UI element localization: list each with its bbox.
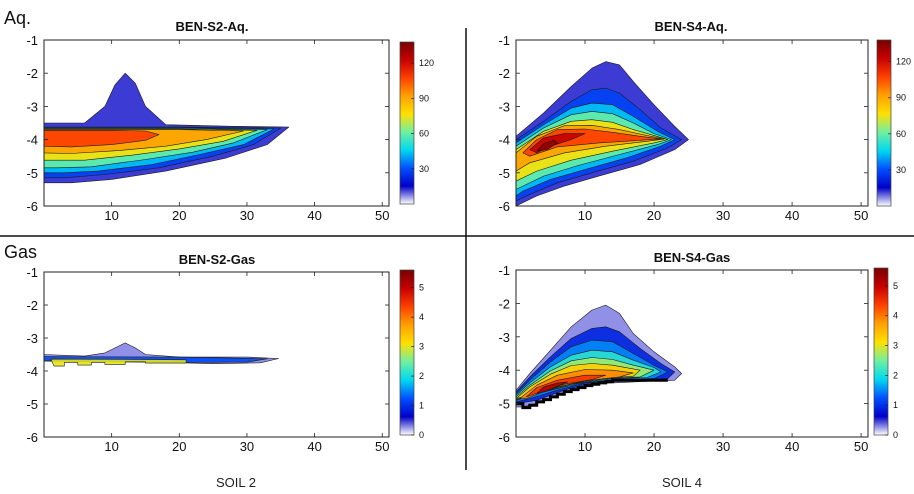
contour-layer — [44, 342, 280, 367]
x-tick-label: 30 — [716, 439, 730, 454]
contour-level-9 — [536, 381, 569, 394]
panel-title: BEN-S2-Aq. — [176, 19, 249, 34]
y-tick-label: -3 — [26, 99, 38, 114]
contour-level-7 — [44, 130, 160, 148]
plot-frame — [43, 271, 390, 438]
contour-level-9 — [536, 140, 558, 152]
y-tick-label: -4 — [498, 133, 510, 148]
row-label-gas: Gas — [4, 242, 37, 262]
y-tick-label: -5 — [26, 397, 38, 412]
chart-panel-2: BEN-S4-Aq. 10 20 30 40 50 -1 -2 -3 -4 -5 -6 30 60 90 12… — [498, 19, 911, 223]
colorbar-tick-label: 0 — [893, 430, 898, 440]
colorbar-tick-label: 1 — [893, 400, 898, 410]
x-tick-label: 40 — [307, 439, 321, 454]
column-label-soil2: SOIL 2 — [216, 475, 256, 490]
x-tick-label: 30 — [240, 208, 254, 223]
quadrant-dividers — [0, 28, 914, 470]
x-tick-label: 50 — [375, 208, 389, 223]
colorbar-tick-label: 90 — [896, 93, 906, 103]
y-tick-label: -5 — [26, 166, 38, 181]
row-label-aq: Aq. — [4, 8, 31, 28]
y-tick-label: -3 — [26, 331, 38, 346]
y-tick-label: -2 — [26, 298, 38, 313]
y-tick-label: -2 — [26, 66, 38, 81]
colorbar-tick-label: 30 — [896, 165, 906, 175]
y-tick-label: -6 — [26, 199, 38, 214]
x-tick-label: 10 — [578, 439, 592, 454]
front-edge-line — [516, 378, 668, 410]
chart-panel-1: BEN-S2-Aq. 10 20 30 40 50 -1 -2 -3 -4 -5 -6 30 60 90 12… — [26, 19, 434, 223]
colorbar-tick-label: 60 — [896, 129, 906, 139]
contour-layer — [516, 61, 689, 206]
y-tick-label: -1 — [26, 33, 38, 48]
colorbar-tick-label: 120 — [419, 58, 434, 68]
y-tick-label: -6 — [498, 430, 510, 445]
colorbar-tick-label: 3 — [419, 342, 424, 352]
x-tick-label: 10 — [104, 439, 118, 454]
y-tick-label: -5 — [498, 397, 510, 412]
y-tick-label: -3 — [498, 99, 510, 114]
x-tick-label: 40 — [785, 208, 799, 223]
colorbar-tick-label: 60 — [419, 129, 429, 139]
x-tick-label: 40 — [307, 208, 321, 223]
x-tick-label: 30 — [716, 208, 730, 223]
plot-frame — [515, 39, 869, 207]
colorbar — [399, 269, 415, 436]
x-tick-label: 10 — [578, 208, 592, 223]
colorbar-tick-label: 5 — [893, 281, 898, 291]
x-tick-label: 30 — [240, 439, 254, 454]
y-tick-label: -2 — [498, 296, 510, 311]
x-tick-label: 50 — [854, 208, 868, 223]
y-tick-label: -4 — [26, 133, 38, 148]
chart-panels: BEN-S2-Aq.10 20 30 40 50-1-2-3-4-5-630609012… — [26, 19, 911, 454]
colorbar-tick-label: 120 — [896, 57, 911, 67]
panel-title: BEN-S4-Gas — [654, 250, 731, 265]
colorbar-tick-label: 5 — [419, 283, 424, 293]
x-tick-label: 20 — [172, 439, 186, 454]
colorbar-tick-label: 2 — [893, 370, 898, 380]
plot-frame — [515, 269, 869, 438]
contour-layer — [44, 72, 290, 184]
y-tick-label: -4 — [498, 363, 510, 378]
contour-layer — [516, 304, 682, 410]
plot-frame — [43, 39, 390, 207]
colorbar-tick-label: 4 — [419, 312, 424, 322]
chart-panel-3: BEN-S2-Gas 10 20 30 40 50 -1 -2 -3 -4 -5 -6 0 1 2 3 4 5 — [26, 252, 424, 454]
x-tick-label: 20 — [647, 439, 661, 454]
colorbar-tick-label: 90 — [419, 93, 429, 103]
x-tick-label: 50 — [854, 439, 868, 454]
colorbar — [873, 267, 889, 436]
panel-title: BEN-S2-Gas — [179, 252, 256, 267]
y-tick-label: -4 — [26, 364, 38, 379]
y-tick-label: -6 — [26, 430, 38, 445]
y-tick-label: -1 — [26, 265, 38, 280]
chart-panel-4: BEN-S4-Gas 10 20 30 40 50 -1 -2 -3 -4 -5 -6 0 1 2 3 4 5 — [498, 250, 898, 454]
panel-title: BEN-S4-Aq. — [655, 19, 728, 34]
colorbar-tick-label: 0 — [419, 430, 424, 440]
colorbar — [399, 41, 415, 205]
y-tick-label: -6 — [498, 199, 510, 214]
column-label-soil4: SOIL 4 — [662, 475, 702, 490]
x-tick-label: 20 — [647, 208, 661, 223]
contour-level-3 — [50, 358, 187, 367]
y-tick-label: -3 — [498, 330, 510, 345]
colorbar-tick-label: 1 — [419, 401, 424, 411]
x-tick-label: 10 — [104, 208, 118, 223]
colorbar-tick-label: 4 — [893, 311, 898, 321]
colorbar — [876, 39, 892, 207]
x-tick-label: 50 — [375, 439, 389, 454]
y-tick-label: -5 — [498, 166, 510, 181]
colorbar-tick-label: 2 — [419, 371, 424, 381]
y-tick-label: -1 — [498, 33, 510, 48]
y-tick-label: -2 — [498, 66, 510, 81]
colorbar-tick-label: 3 — [893, 341, 898, 351]
x-tick-label: 40 — [785, 439, 799, 454]
y-tick-label: -1 — [498, 263, 510, 278]
colorbar-tick-label: 30 — [419, 164, 429, 174]
x-tick-label: 20 — [172, 208, 186, 223]
